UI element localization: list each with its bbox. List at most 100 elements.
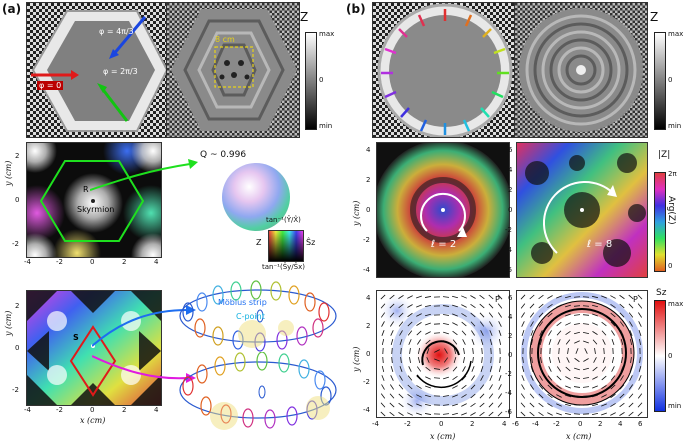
quiver-arrow [497, 411, 503, 417]
quiver-arrow [637, 303, 643, 309]
quiver-arrow [398, 384, 404, 390]
quiver-arrow [389, 402, 395, 408]
rotation-arrow-icon [457, 227, 467, 237]
spin-field-right-svg [520, 292, 643, 417]
a-mid-ytick: 0 [15, 196, 20, 204]
quiver-arrow [470, 402, 476, 408]
quiver-arrow [522, 356, 524, 364]
cpoint-label: C-point [236, 312, 265, 321]
quiver-arrow [538, 312, 544, 318]
quiver-arrow [490, 356, 492, 364]
mobius-strip-lower [179, 352, 337, 430]
quiver-arrow [582, 377, 590, 379]
quiver-arrow [452, 313, 458, 317]
quiver-arrow [564, 295, 572, 299]
b-mid-ytick-r: -2 [505, 226, 512, 234]
b-bot-ytick: 2 [366, 322, 371, 330]
quiver-arrow [591, 295, 599, 299]
quiver-arrow [452, 403, 458, 407]
quiver-arrow [452, 304, 458, 308]
quiver-arrow [479, 393, 485, 399]
hue-colorbar-0: 0 [668, 262, 673, 270]
quiver-arrow [480, 330, 484, 336]
quiver-arrow [529, 303, 535, 309]
quiver-arrow [416, 313, 422, 317]
quiver-arrow [471, 366, 475, 372]
quiver-arrow [417, 339, 421, 345]
quiver-arrow [637, 393, 643, 399]
quiver-arrow [452, 322, 458, 326]
quiver-arrow [601, 385, 607, 389]
quiver-arrow [520, 303, 526, 309]
quiver-arrow [488, 294, 494, 300]
quiver-arrow [547, 295, 553, 299]
quiver-arrow [565, 366, 571, 372]
quiver-arrow [424, 304, 432, 308]
quiver-arrow [488, 303, 494, 309]
quiver-arrow [520, 393, 526, 399]
quiver-arrow [489, 365, 493, 373]
quiver-arrow [442, 404, 450, 406]
legend-left: Z [256, 238, 262, 247]
quiver-arrow [480, 339, 484, 345]
quiver-arrow [591, 412, 599, 416]
grey-colorbar-a [305, 32, 317, 130]
mobius-strip-upper [179, 280, 337, 352]
quiver-arrow [424, 403, 432, 407]
quiver-arrow [416, 366, 422, 372]
quiver-arrow [594, 347, 596, 355]
quiver-arrow [425, 331, 431, 335]
quiver-arrow [425, 385, 431, 389]
quiver-arrow [557, 357, 561, 363]
quiver-arrow [390, 321, 394, 327]
quiver-arrow [461, 403, 467, 407]
quiver-arrow [389, 294, 395, 300]
quiver-arrow [452, 366, 458, 372]
a-mid-ylabel: y (cm) [4, 160, 13, 186]
circular-tank-svg [373, 3, 515, 137]
b-mid-ytick: 2 [366, 176, 371, 184]
quiver-arrow [479, 411, 485, 417]
quiver-arrow [424, 413, 432, 415]
quiver-arrow [628, 303, 634, 309]
quiver-arrow [424, 394, 432, 398]
hex-outline [39, 160, 145, 242]
quiver-arrow [592, 313, 598, 317]
quiver-arrow [497, 393, 503, 399]
quiver-arrow [479, 312, 485, 318]
quiver-arrow [547, 412, 553, 416]
quiver-arrow [481, 347, 483, 355]
b-mid-ytick-r: 4 [508, 166, 513, 174]
quiver-arrow [548, 339, 552, 345]
quiver-arrow [557, 339, 561, 345]
quiver-arrow [530, 338, 534, 346]
quiver-arrow [529, 294, 535, 300]
quiver-arrow [489, 375, 493, 381]
quiver-arrow [461, 375, 467, 381]
quiver-arrow [481, 356, 483, 364]
quiver-arrow [556, 321, 562, 327]
quiver-arrow [639, 338, 641, 346]
quiver-arrow [400, 356, 402, 364]
quiver-arrow [521, 330, 525, 336]
quiver-arrow [407, 393, 413, 399]
b-bot-xtick-r: -4 [532, 420, 539, 428]
quiver-arrow [610, 312, 616, 318]
quiver-arrow [573, 296, 581, 298]
l2-label: ℓ = 2 [431, 239, 457, 250]
quiver-arrow [619, 393, 625, 399]
quiver-arrow [619, 303, 625, 309]
quiver-arrow [470, 393, 476, 399]
quiver-arrow [548, 330, 552, 336]
quiver-arrow [628, 294, 634, 300]
quiver-arrow [610, 393, 616, 399]
quiver-arrow [442, 296, 450, 298]
b-mid-ytick: -2 [363, 236, 370, 244]
b-mid-ytick-r: 2 [508, 186, 513, 194]
a-bot-xtick: 0 [90, 406, 95, 414]
a-bot-ytick: 0 [15, 344, 20, 352]
spin-field-right: P [516, 290, 648, 418]
quiver-arrow [472, 356, 474, 364]
quiver-arrow [399, 375, 403, 381]
r-label: R [83, 185, 89, 194]
